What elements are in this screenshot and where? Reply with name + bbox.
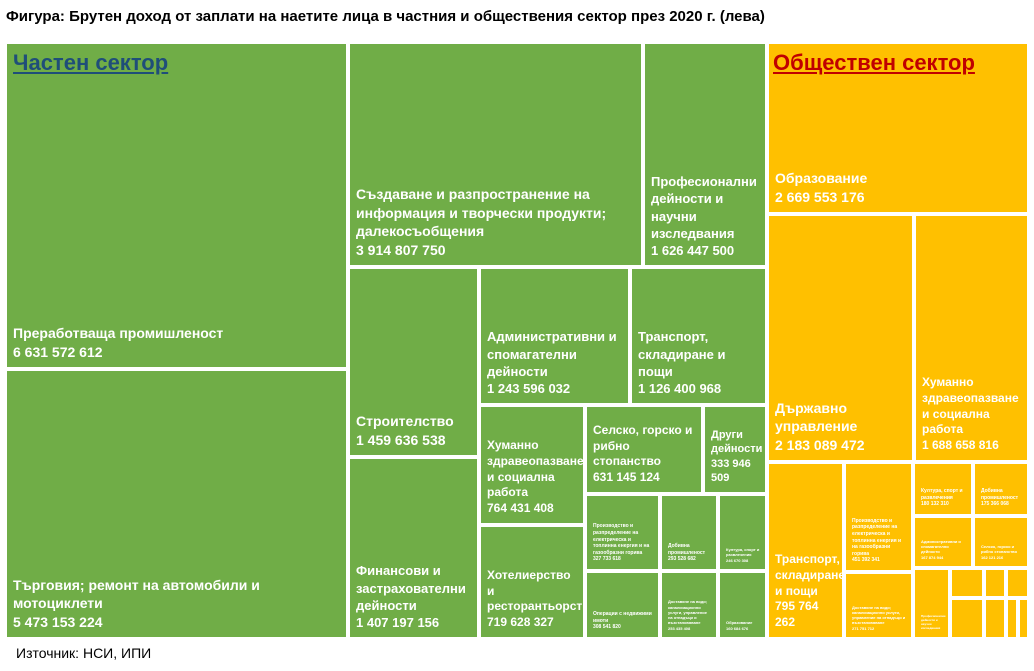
cell-label: Други дейности: [711, 428, 763, 456]
cell-value: 1 243 596 032: [487, 380, 571, 396]
cell-value: 180 132 310: [921, 501, 949, 508]
treemap-cell-private-5: Финансови и застрахователни дейности 1 40…: [348, 457, 479, 639]
cell-value: 246 670 308: [726, 557, 749, 563]
treemap-cell-public-5: Доставяне на води; канализационни услуги…: [844, 572, 913, 639]
cell-label: Добивна промишленост: [981, 488, 1019, 501]
cell-value: 2 669 553 176: [775, 188, 865, 205]
cell-value: 764 431 408: [487, 501, 554, 516]
treemap-cell-private-3: Професионални дейности и научни изследва…: [643, 42, 767, 267]
cell-label: Добивна промишленост: [668, 543, 706, 556]
treemap-cell-public-3: Транспорт, складиране и пощи 795 764 262: [767, 462, 844, 639]
cell-label: Производство и разпределение на електрич…: [852, 517, 902, 557]
cell-value: 451 392 341: [852, 557, 880, 564]
cell-label: Преработваща промишленост: [13, 325, 224, 342]
treemap-cell-public-9: Селско, горско и рибно стопанство 162 121…: [973, 516, 1029, 568]
cell-value: 5 473 153 224: [13, 613, 103, 630]
treemap-cell-public-17: [1018, 598, 1029, 639]
cell-value: 795 764 262: [775, 599, 819, 630]
cell-label: Административни и спомагателни дейности: [487, 329, 617, 379]
cell-value: 333 946 509: [711, 457, 751, 485]
cell-value: 1 407 197 156: [356, 614, 440, 630]
cell-label: Култура, спорт и развлечения: [726, 547, 760, 558]
treemap-cell-private-13: Добивна промишленост 293 528 682: [660, 494, 718, 571]
cell-label: Транспорт, складиране и пощи: [775, 551, 844, 598]
treemap-cell-public-12: [984, 568, 1006, 598]
cell-value: 1 459 636 538: [356, 431, 446, 448]
cell-value: 253 435 408: [668, 625, 691, 631]
treemap-cell-private-16: Доставяне на води; канализационни услуги…: [660, 571, 718, 639]
cell-value: 1 688 658 816: [922, 438, 999, 453]
chart-title: Фигура: Брутен доход от заплати на наети…: [6, 8, 765, 25]
cell-value: 271 751 712: [852, 625, 875, 631]
treemap-cell-private-11: Други дейности 333 946 509: [703, 405, 767, 494]
source-note: Източник: НСИ, ИПИ: [16, 645, 152, 661]
cell-label: Професионални дейности и научни изследва…: [651, 174, 757, 241]
cell-label: Държавно управление: [775, 399, 858, 435]
cell-value: 327 733 618: [593, 556, 621, 563]
treemap-cell-private-4: Строителство 1 459 636 538: [348, 267, 479, 457]
treemap-cell-private-10: Селско, горско и рибно стопанство 631 145…: [585, 405, 703, 494]
cell-label: Хуманно здравеопазване и социална работа: [922, 374, 1019, 437]
cell-value: 631 145 124: [593, 470, 660, 485]
treemap: Преработваща промишленост 6 631 572 612 Тъ…: [5, 42, 1029, 639]
cell-label: Селско, горско и рибно стопанство: [981, 544, 1018, 555]
treemap-cell-private-12: Производство и разпределение на електрич…: [585, 494, 660, 571]
cell-label: Операции с недвижими имоти: [593, 611, 652, 624]
cell-value: 160 684 676: [726, 625, 749, 631]
treemap-cell-private-17: Образование 160 684 676: [718, 571, 767, 639]
treemap-cell-public-2: Хуманно здравеопазване и социална работа…: [914, 214, 1029, 462]
treemap-cell-public-4: Производство и разпределение на електрич…: [844, 462, 913, 572]
treemap-cell-private-8: Хуманно здравеопазване и социална работа…: [479, 405, 585, 525]
private-sector-heading: Частен сектор: [13, 50, 169, 75]
public-sector-heading: Обществен сектор: [773, 50, 975, 75]
treemap-cell-public-6: Култура, спорт и развлечения 180 132 310: [913, 462, 973, 516]
cell-value: 1 126 400 968: [638, 380, 722, 396]
treemap-cell-public-1: Държавно управление 2 183 089 472: [767, 214, 914, 462]
treemap-cell-public-16: [1006, 598, 1018, 639]
cell-value: 3 914 807 750: [356, 241, 446, 258]
cell-value: 167 874 944: [921, 554, 944, 560]
cell-label: Селско, горско и рибно стопанство: [593, 422, 693, 469]
treemap-cell-public-11: [950, 568, 984, 598]
treemap-cell-public-7: Добивна промишленост 175 366 068: [973, 462, 1029, 516]
treemap-cell-public-15: [984, 598, 1006, 639]
cell-value: 2 183 089 472: [775, 436, 865, 453]
cell-value: 1 626 447 500: [651, 242, 735, 258]
treemap-cell-private-9: Хотелиерство и ресторантьорство719 628 3…: [479, 525, 585, 639]
treemap-cell-public-0: Образование 2 669 553 176: [767, 42, 1029, 214]
treemap-cell-public-10: Професионални дейности и научни изследва…: [913, 568, 950, 639]
cell-label: Образование: [775, 170, 868, 187]
cell-value: 293 528 682: [668, 556, 696, 563]
cell-label: Търговия; ремонт на автомобили и мотоцик…: [13, 576, 260, 612]
cell-label: Образование: [726, 620, 753, 626]
cell-value: 719 628 327: [487, 615, 554, 630]
cell-label: Култура, спорт и развлечения: [921, 488, 963, 501]
cell-value: 6 631 572 612: [13, 343, 103, 360]
treemap-cell-private-15: Операции с недвижими имоти 308 541 820: [585, 571, 660, 639]
treemap-cell-private-2: Създаване и разпространение на информаци…: [348, 42, 643, 267]
cell-label: Доставяне на води; канализационни услуги…: [668, 599, 708, 626]
cell-label: Професионални дейности и научни изследва…: [921, 614, 946, 631]
cell-label: Транспорт, складиране и пощи: [638, 329, 726, 379]
cell-label: Доставяне на води; канализационни услуги…: [852, 604, 906, 626]
cell-label: Строителство: [356, 413, 454, 430]
cell-value: 308 541 820: [593, 624, 621, 631]
treemap-cell-public-13: [1006, 568, 1029, 598]
treemap-cell-public-14: [950, 598, 984, 639]
cell-label: Хуманно здравеопазване и социална работа: [487, 437, 584, 500]
cell-label: Производство и разпределение на електрич…: [593, 523, 650, 556]
cell-label: Хотелиерство и ресторантьорство: [487, 567, 583, 614]
treemap-cell-private-1: Търговия; ремонт на автомобили и мотоцик…: [5, 369, 348, 639]
cell-label: Административни и спомагателни дейности: [921, 538, 961, 555]
cell-value: 162 121 216: [981, 554, 1004, 560]
treemap-cell-private-14: Култура, спорт и развлечения 246 670 308: [718, 494, 767, 571]
treemap-cell-private-7: Транспорт, складиране и пощи 1 126 400 96…: [630, 267, 767, 405]
treemap-cell-private-6: Административни и спомагателни дейности 1…: [479, 267, 630, 405]
treemap-cell-public-8: Административни и спомагателни дейности 1…: [913, 516, 973, 568]
cell-value: 175 366 068: [981, 501, 1009, 508]
cell-label: Финансови и застрахователни дейности: [356, 563, 466, 613]
cell-label: Създаване и разпространение на информаци…: [356, 186, 607, 240]
treemap-cell-private-0: Преработваща промишленост 6 631 572 612: [5, 42, 348, 369]
